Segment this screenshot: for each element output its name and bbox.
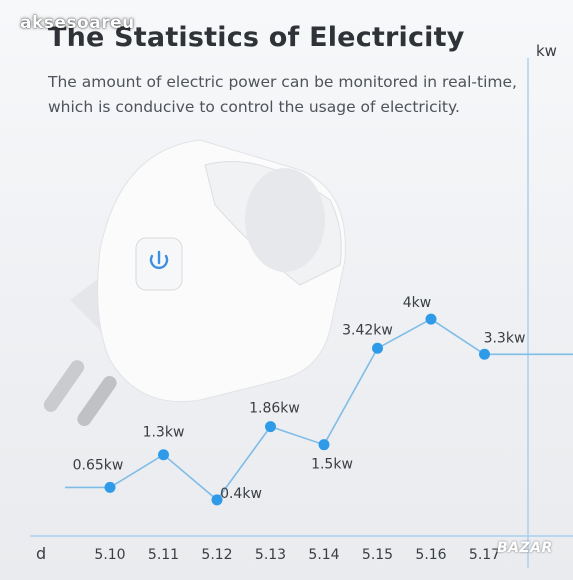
x-tick-label: 5.16: [415, 547, 446, 563]
subtitle-line-2: which is conducive to control the usage …: [48, 98, 460, 116]
page-subtitle: The amount of electric power can be moni…: [48, 70, 518, 120]
watermark-text: aksesoareu: [20, 13, 135, 33]
socket-recess: [245, 168, 325, 272]
x-axis-label: d: [36, 544, 47, 563]
data-label: 0.4kw: [220, 486, 262, 502]
y-axis-unit-label: kw: [536, 42, 557, 60]
data-label: 3.3kw: [484, 330, 526, 346]
x-tick-label: 5.11: [148, 547, 179, 563]
subtitle-line-1: The amount of electric power can be moni…: [48, 73, 517, 91]
x-tick-label: 5.15: [362, 547, 393, 563]
data-point: [265, 421, 276, 433]
data-point: [318, 439, 330, 451]
data-label: 1.5kw: [311, 457, 353, 473]
data-point: [479, 348, 490, 360]
x-tick-label: 5.14: [308, 547, 339, 563]
series-line: [65, 318, 573, 502]
power-icon: [149, 250, 169, 269]
data-label: 1.86kw: [249, 401, 300, 417]
plug-pin-right: [77, 375, 117, 427]
chart-series: [65, 318, 573, 502]
x-tick-label: 5.13: [255, 547, 286, 563]
data-label: 3.42kw: [342, 322, 393, 338]
data-point: [158, 449, 169, 461]
x-tick-label: 5.12: [201, 547, 232, 563]
x-tick-labels: 5.10 5.11 5.12 5.13 5.14 5.15 5.16 5.17: [94, 547, 500, 563]
page-title: The Statistics of Electricity: [48, 22, 465, 53]
x-tick-label: 5.10: [94, 547, 125, 563]
smart-plug-illustration: [43, 139, 346, 427]
data-point: [425, 313, 437, 325]
chart-points: [104, 313, 490, 506]
data-point: [104, 481, 116, 493]
data-label: 0.65kw: [73, 457, 124, 473]
data-point: [211, 494, 223, 506]
data-label: 4kw: [403, 295, 431, 311]
chart-axes: [30, 58, 573, 568]
data-point: [372, 342, 383, 354]
brand-badge: BAZAR: [497, 540, 553, 556]
chart-labels: 0.65kw 1.3kw 0.4kw 1.86kw 1.5kw 3.42kw 4kw 3.3k…: [73, 295, 526, 502]
data-label: 1.3kw: [143, 425, 185, 441]
plug-pin-left: [43, 360, 85, 412]
x-tick-label: 5.17: [469, 547, 500, 563]
